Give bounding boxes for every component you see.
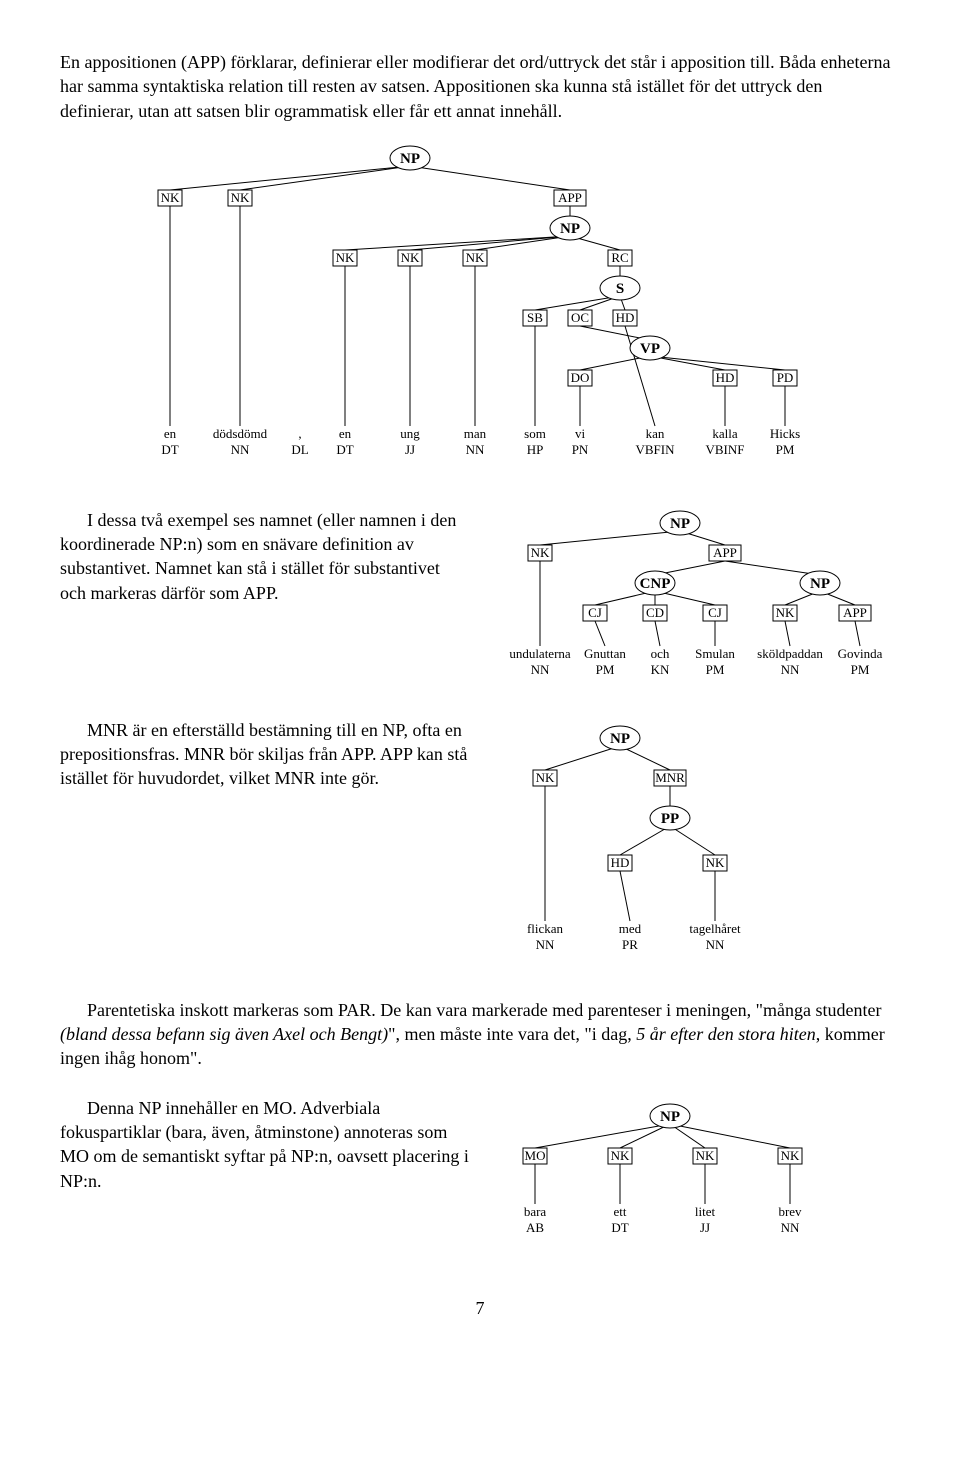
svg-text:S: S <box>616 281 624 297</box>
svg-text:NP: NP <box>660 1109 680 1125</box>
svg-text:ung: ung <box>400 426 420 441</box>
svg-text:flickan: flickan <box>527 921 564 936</box>
svg-text:DT: DT <box>336 442 353 457</box>
svg-text:MO: MO <box>525 1148 546 1163</box>
tree-figure-4: NP MO NK NK NK baraAB ettDT litetJJ brevNN <box>490 1096 900 1256</box>
svg-text:en: en <box>164 426 177 441</box>
svg-text:och: och <box>651 646 670 661</box>
svg-text:litet: litet <box>695 1204 716 1219</box>
svg-text:tagelhåret: tagelhåret <box>689 921 741 936</box>
para-5: Denna NP innehåller en MO. Adverbiala fo… <box>60 1096 470 1193</box>
svg-text:NK: NK <box>536 770 555 785</box>
para-4: Parentetiska inskott markeras som PAR. D… <box>60 998 900 1071</box>
svg-text:NN: NN <box>536 937 555 952</box>
page-number: 7 <box>60 1296 900 1320</box>
svg-text:MNR: MNR <box>655 770 685 785</box>
svg-text:NP: NP <box>810 576 830 592</box>
svg-text:PM: PM <box>776 442 795 457</box>
svg-text:JJ: JJ <box>405 442 415 457</box>
svg-text:NN: NN <box>706 937 725 952</box>
svg-text:APP: APP <box>843 605 867 620</box>
svg-text:kan: kan <box>646 426 665 441</box>
svg-text:VBINF: VBINF <box>705 442 744 457</box>
svg-text:HD: HD <box>616 310 635 325</box>
svg-text:DO: DO <box>571 370 590 385</box>
svg-text:NK: NK <box>161 190 180 205</box>
svg-text:sköldpaddan: sköldpaddan <box>757 646 823 661</box>
svg-text:PP: PP <box>661 811 679 827</box>
svg-text:NK: NK <box>231 190 250 205</box>
svg-text:NP: NP <box>610 731 630 747</box>
svg-text:HD: HD <box>716 370 735 385</box>
svg-text:NP: NP <box>670 516 690 532</box>
svg-text:APP: APP <box>713 545 737 560</box>
svg-text:NK: NK <box>531 545 550 560</box>
svg-text:man: man <box>464 426 487 441</box>
svg-text:NP: NP <box>400 151 420 167</box>
svg-text:Gnuttan: Gnuttan <box>584 646 626 661</box>
svg-text:NK: NK <box>781 1148 800 1163</box>
svg-text:PM: PM <box>596 662 615 677</box>
svg-text:CJ: CJ <box>588 605 602 620</box>
svg-text:JJ: JJ <box>700 1220 710 1235</box>
svg-text:NN: NN <box>466 442 485 457</box>
svg-text:dödsdömd: dödsdömd <box>213 426 268 441</box>
svg-text:PM: PM <box>706 662 725 677</box>
svg-text:som: som <box>524 426 546 441</box>
svg-text:OC: OC <box>571 310 589 325</box>
svg-text:Govinda: Govinda <box>838 646 883 661</box>
svg-text:NK: NK <box>401 250 420 265</box>
svg-text:kalla: kalla <box>712 426 737 441</box>
svg-text:Smulan: Smulan <box>695 646 735 661</box>
svg-text:ett: ett <box>614 1204 627 1219</box>
svg-text:bara: bara <box>524 1204 547 1219</box>
svg-text:NK: NK <box>611 1148 630 1163</box>
svg-text:NK: NK <box>466 250 485 265</box>
svg-text:SB: SB <box>527 310 543 325</box>
svg-text:CD: CD <box>646 605 664 620</box>
svg-text:NK: NK <box>696 1148 715 1163</box>
svg-text:CJ: CJ <box>708 605 722 620</box>
svg-text:HP: HP <box>527 442 544 457</box>
svg-text:DL: DL <box>291 442 308 457</box>
svg-text:NK: NK <box>706 855 725 870</box>
svg-text:PM: PM <box>851 662 870 677</box>
svg-text:DT: DT <box>161 442 178 457</box>
svg-text:PR: PR <box>622 937 638 952</box>
svg-text:HD: HD <box>611 855 630 870</box>
svg-text:AB: AB <box>526 1220 544 1235</box>
svg-text:VBFIN: VBFIN <box>635 442 675 457</box>
svg-text:NN: NN <box>781 1220 800 1235</box>
svg-text:Hicks: Hicks <box>770 426 800 441</box>
tree-figure-2: NPNKAPPCNPNPCJCDCJNKAPPundulaternaNNGnut… <box>490 508 900 693</box>
svg-text:DT: DT <box>611 1220 628 1235</box>
svg-text:APP: APP <box>558 190 582 205</box>
svg-text:en: en <box>339 426 352 441</box>
svg-text:NK: NK <box>336 250 355 265</box>
svg-text:CNP: CNP <box>640 576 671 592</box>
para-3: MNR är en efterställd bestämning till en… <box>60 718 470 791</box>
svg-text:undulaterna: undulaterna <box>509 646 571 661</box>
svg-text:RC: RC <box>611 250 628 265</box>
svg-text:NN: NN <box>531 662 550 677</box>
svg-text:PN: PN <box>572 442 589 457</box>
svg-text:vi: vi <box>575 426 586 441</box>
para-2: I dessa två exempel ses namnet (eller na… <box>60 508 470 605</box>
svg-text:,: , <box>298 426 301 441</box>
para-1: En appositionen (APP) förklarar, definie… <box>60 50 900 123</box>
svg-text:NK: NK <box>776 605 795 620</box>
svg-text:NN: NN <box>781 662 800 677</box>
svg-text:NN: NN <box>231 442 250 457</box>
tree-figure-3: NPNKMNRPPHDNKflickanNNmedPRtagelhåretNN <box>490 718 900 973</box>
svg-text:PD: PD <box>777 370 794 385</box>
svg-text:NP: NP <box>560 221 580 237</box>
svg-text:brev: brev <box>778 1204 802 1219</box>
svg-text:med: med <box>619 921 642 936</box>
tree-figure-1: NPNKNKAPPNPNKNKNKRCSSBOCHDVPDOHDPDenDTdö… <box>60 138 900 478</box>
svg-text:VP: VP <box>640 341 660 357</box>
svg-text:KN: KN <box>651 662 670 677</box>
